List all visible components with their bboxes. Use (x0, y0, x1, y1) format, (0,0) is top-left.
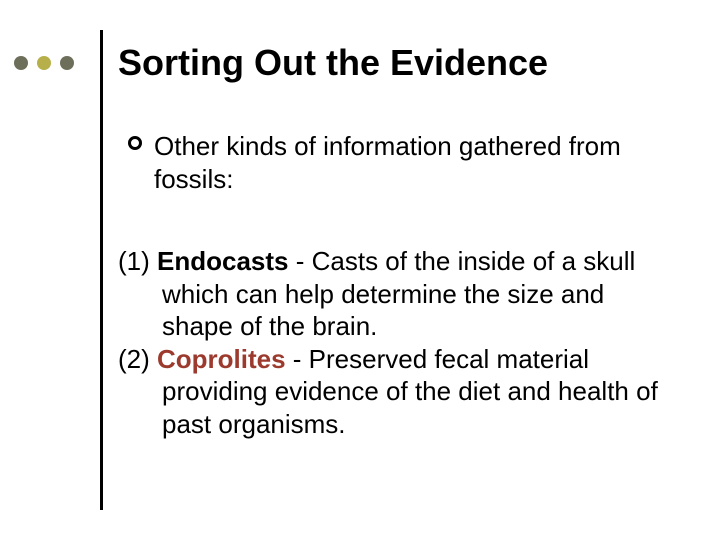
vertical-rule (100, 30, 103, 510)
dot-2 (37, 56, 51, 70)
definition-list: (1) Endocasts - Casts of the inside of a… (118, 245, 678, 440)
bullet-block: Other kinds of information gathered from… (128, 130, 668, 195)
bullet-text: Other kinds of information gathered from… (154, 130, 668, 195)
dot-1 (14, 56, 28, 70)
list-item-2: (2) Coprolites - Preserved fecal materia… (118, 343, 678, 441)
slide-title: Sorting Out the Evidence (118, 42, 548, 84)
slide: { "decoration": { "dots": [ { "color": "… (0, 0, 720, 540)
bullet-marker (128, 136, 142, 150)
item-number-2: (2) (118, 344, 157, 374)
item-number-1: (1) (118, 246, 157, 276)
item-term-1: Endocasts (157, 246, 289, 276)
list-item-1: (1) Endocasts - Casts of the inside of a… (118, 245, 678, 343)
decoration-dots (14, 56, 74, 70)
dot-3 (60, 56, 74, 70)
item-term-2: Coprolites (157, 344, 286, 374)
